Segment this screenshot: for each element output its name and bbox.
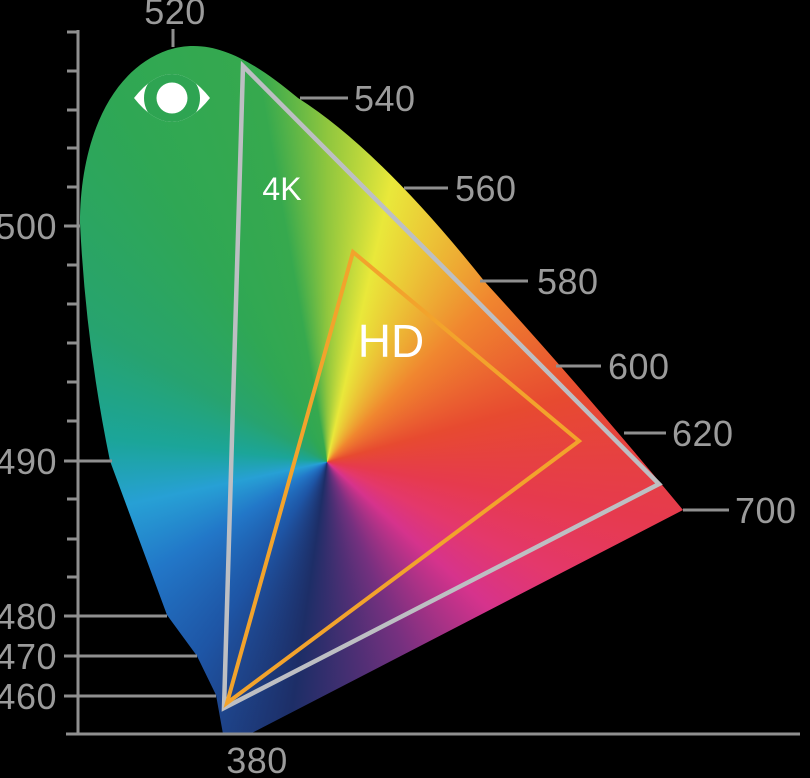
y-axis-minor-ticks bbox=[67, 30, 78, 579]
gamut-4k-triangle bbox=[221, 60, 663, 712]
wavelength-leader-lines bbox=[64, 29, 729, 698]
eye-icon bbox=[134, 74, 210, 122]
wavelength-label-460: 460 bbox=[0, 676, 57, 717]
gamut-hd-triangle bbox=[223, 248, 583, 709]
wavelength-label-700: 700 bbox=[735, 490, 797, 531]
gamut-hd-label: HD bbox=[358, 315, 424, 367]
wavelength-label-480: 480 bbox=[0, 596, 57, 637]
wavelength-label-540: 540 bbox=[354, 78, 416, 119]
wavelength-label-580: 580 bbox=[537, 261, 599, 302]
wavelength-label-520: 520 bbox=[144, 0, 206, 32]
wavelength-label-620: 620 bbox=[672, 413, 734, 454]
gamut-4k-label: 4K bbox=[262, 171, 301, 207]
wavelength-label-490: 490 bbox=[0, 441, 57, 482]
wavelength-label-380: 380 bbox=[226, 740, 288, 778]
wavelength-label-500: 500 bbox=[0, 206, 57, 247]
wavelength-label-600: 600 bbox=[608, 346, 670, 387]
wavelength-label-560: 560 bbox=[455, 168, 517, 209]
wavelength-label-470: 470 bbox=[0, 636, 57, 677]
